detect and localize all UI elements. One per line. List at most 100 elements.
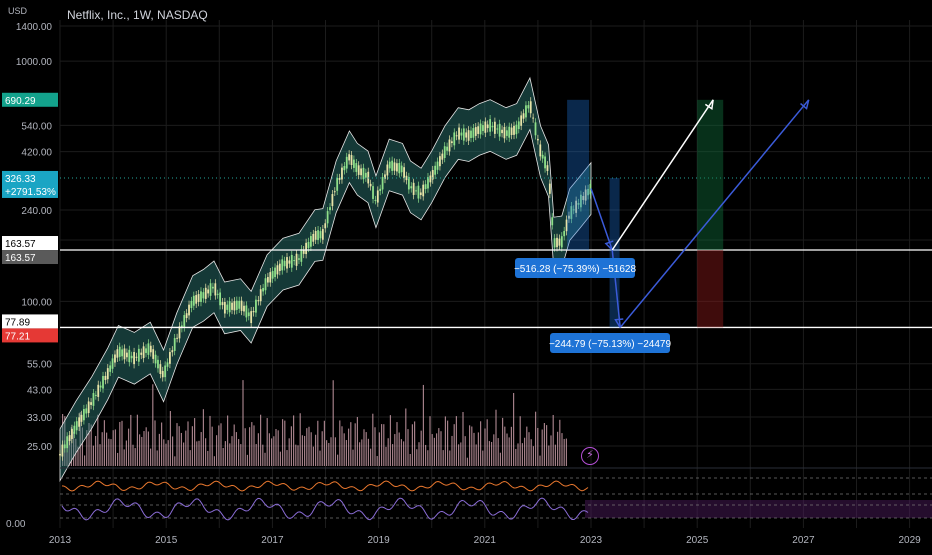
volume-bar	[125, 440, 127, 466]
volume-bar	[253, 425, 255, 466]
candle-body	[479, 123, 482, 135]
candle-body	[126, 352, 128, 358]
candle-body	[508, 126, 511, 138]
candle-body	[326, 211, 329, 224]
candle-body	[336, 177, 339, 191]
candle-body	[403, 167, 405, 179]
volume-bar	[130, 414, 132, 466]
volume-bar	[286, 450, 288, 466]
candle-body	[121, 349, 124, 357]
candle-body	[183, 315, 186, 328]
candle-body	[290, 254, 293, 268]
candle-body	[216, 293, 219, 295]
candle-body	[281, 259, 284, 271]
candle-body	[283, 260, 286, 267]
candle-body	[484, 121, 487, 133]
volume-bar	[389, 415, 391, 466]
volume-bar	[433, 437, 435, 466]
volume-bar	[319, 450, 321, 466]
volume-bar	[198, 440, 200, 466]
volume-bar	[185, 430, 187, 466]
volume-bar	[77, 446, 79, 466]
candle-body	[85, 408, 88, 414]
candle-body	[496, 128, 499, 130]
volume-bar	[262, 444, 264, 466]
volume-bar	[119, 421, 121, 466]
candle-body	[529, 101, 532, 114]
chart-title: Netflix, Inc., 1W, NASDAQ	[67, 8, 208, 22]
volume-bar	[222, 447, 224, 466]
candle-body	[118, 346, 121, 357]
candle-body	[231, 302, 233, 310]
volume-bar	[400, 439, 402, 466]
volume-bar	[301, 435, 303, 466]
y-tick-label: 25.00	[27, 442, 52, 453]
volume-bar	[374, 427, 376, 466]
candle-body	[522, 113, 525, 119]
volume-bar	[405, 408, 407, 466]
volume-bar	[92, 445, 94, 466]
volume-bar	[213, 456, 215, 466]
volume-bar	[249, 427, 251, 466]
candle-body	[563, 230, 566, 237]
price-label: 77.89	[5, 317, 30, 328]
candle-body	[465, 132, 468, 138]
x-tick-label: 2017	[261, 535, 284, 546]
candle-body	[517, 121, 520, 130]
candle-body	[498, 123, 501, 137]
loss-zone	[697, 250, 724, 328]
candle-body	[398, 162, 401, 174]
volume-bar	[290, 426, 292, 466]
volume-bar	[293, 415, 295, 466]
candle-body	[145, 348, 147, 353]
volume-bar	[244, 428, 246, 466]
volume-bar	[532, 446, 534, 466]
volume-bar	[229, 443, 231, 466]
candle-body	[133, 352, 135, 365]
volume-bar	[343, 433, 345, 466]
blue-arrow-up	[619, 99, 810, 328]
volume-bar	[425, 444, 427, 466]
candle-body	[73, 425, 76, 434]
volume-bar	[284, 420, 286, 466]
candle-body	[372, 186, 374, 199]
lightning-icon[interactable]: ⚡	[581, 447, 599, 465]
candle-body	[159, 364, 162, 375]
volume-bar	[158, 433, 160, 466]
volume-bar	[114, 429, 116, 466]
volume-bar	[81, 427, 83, 466]
blue-arrow-down-2-head	[614, 318, 624, 328]
volume-bar	[363, 429, 365, 466]
volume-bar	[308, 426, 310, 466]
volume-bar	[345, 440, 347, 466]
volume-bar	[466, 457, 468, 466]
x-tick-label: 2019	[367, 535, 390, 546]
volume-bar	[191, 426, 193, 466]
volume-bar	[194, 418, 196, 466]
volume-bar	[73, 431, 75, 466]
candle-body	[78, 417, 81, 427]
volume-bar	[469, 425, 471, 466]
volume-bar	[447, 420, 449, 466]
volume-bar	[550, 435, 552, 466]
candle-body	[357, 165, 360, 175]
volume-bar	[266, 418, 268, 466]
candle-body	[422, 184, 425, 197]
volume-bar	[161, 422, 163, 466]
volume-bar	[268, 433, 270, 466]
volume-bar	[312, 446, 314, 466]
blue-arrow-down-head	[604, 240, 614, 251]
candle-body	[209, 283, 212, 296]
candle-body	[257, 300, 260, 302]
candle-body	[534, 122, 537, 136]
volume-bar	[535, 411, 537, 466]
volume-bar	[277, 430, 279, 466]
volume-bar	[539, 455, 541, 466]
candle-body	[424, 184, 427, 190]
candle-body	[396, 163, 398, 172]
candle-body	[233, 301, 236, 311]
volume-bar	[563, 438, 565, 466]
candle-body	[298, 258, 300, 260]
oscillator-tick-label: 0.00	[6, 519, 26, 530]
